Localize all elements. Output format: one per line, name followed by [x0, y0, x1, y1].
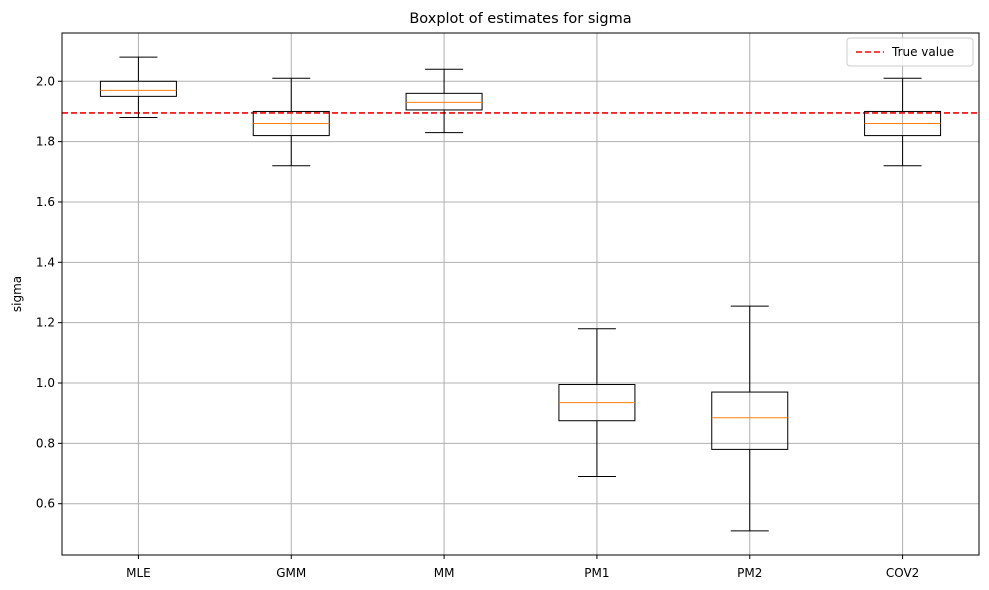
- chart-title: Boxplot of estimates for sigma: [409, 11, 631, 27]
- legend-label-true-value: True value: [891, 45, 954, 59]
- y-tick-label: 1.6: [36, 195, 55, 209]
- legend-frame: [846, 37, 974, 67]
- legend: True value: [846, 37, 974, 67]
- boxes-layer: [99, 56, 942, 532]
- x-tick-label: GMM: [276, 566, 306, 580]
- y-tick-label: 0.8: [36, 436, 55, 450]
- box-gmm: [252, 77, 330, 167]
- iqr-box: [99, 80, 177, 97]
- y-tick-label: 1.0: [36, 376, 55, 390]
- plot-frame: [61, 32, 980, 556]
- box-cov2: [864, 77, 942, 167]
- axes-layer: 0.6 0.8 1.0 1.2 1.4 1.6 1.8 2.0 MLE GMM MM PM1 PM2 CO…: [36, 32, 980, 580]
- x-tick-label: PM2: [737, 566, 762, 580]
- x-tick-label: COV2: [886, 566, 919, 580]
- x-tick-label: MLE: [126, 566, 151, 580]
- iqr-box: [711, 391, 789, 450]
- box-pm2: [711, 305, 789, 532]
- iqr-box: [405, 92, 483, 111]
- y-tick-label: 1.8: [36, 135, 55, 149]
- box-pm1: [558, 328, 636, 478]
- box-mle: [99, 56, 177, 118]
- y-tick-label: 1.2: [36, 316, 55, 330]
- box-mm: [405, 68, 483, 134]
- y-tick-label: 0.6: [36, 497, 55, 511]
- y-tick-label: 2.0: [36, 74, 55, 88]
- x-tick-label: MM: [434, 566, 455, 580]
- y-axis-label: sigma: [10, 276, 24, 312]
- x-tick-label: PM1: [584, 566, 609, 580]
- y-tick-label: 1.4: [36, 255, 55, 269]
